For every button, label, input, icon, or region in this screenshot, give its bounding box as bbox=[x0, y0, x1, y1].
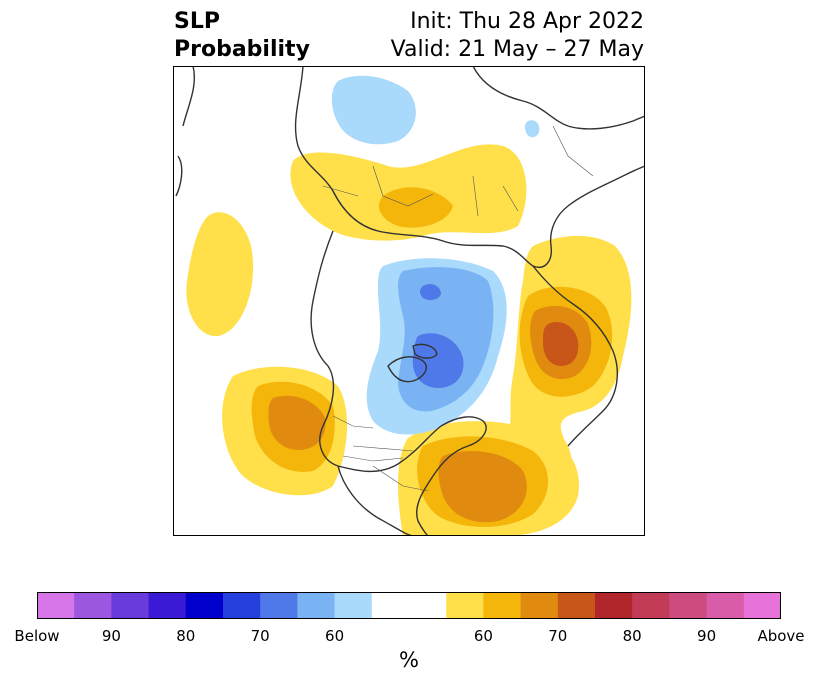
chart-title: SLP Probability bbox=[174, 8, 310, 64]
colorbar-tick-label: 60 bbox=[325, 627, 345, 645]
colorbar-tick-label: 70 bbox=[250, 627, 270, 645]
colorbar bbox=[37, 592, 781, 619]
title-line-2: Probability bbox=[174, 37, 310, 62]
above-normal-regions bbox=[186, 144, 632, 536]
colorbar-tick-label: 70 bbox=[548, 627, 568, 645]
colorbar-swatch bbox=[669, 592, 708, 619]
valid-range: Valid: 21 May – 27 May bbox=[390, 37, 644, 62]
map-frame bbox=[173, 66, 645, 536]
colorbar-swatch bbox=[743, 592, 781, 619]
above-80-atlantic bbox=[438, 451, 527, 523]
colorbar-tick-label: 90 bbox=[101, 627, 121, 645]
title-line-1: SLP bbox=[174, 9, 220, 34]
colorbar-swatch bbox=[483, 592, 522, 619]
above-80-east-pacific bbox=[268, 395, 326, 451]
colorbar-swatch bbox=[706, 592, 745, 619]
colorbar-swatch bbox=[371, 592, 410, 619]
date-info: Init: Thu 28 Apr 2022 Valid: 21 May – 27… bbox=[391, 8, 644, 64]
colorbar-swatch bbox=[557, 592, 596, 619]
colorbar-swatch bbox=[632, 592, 670, 619]
colorbar-swatch bbox=[334, 592, 373, 619]
above-70-eurasia bbox=[378, 187, 453, 228]
above-60-west-pacific bbox=[186, 212, 254, 337]
colorbar-swatch bbox=[185, 592, 224, 619]
colorbar-tick-label: Above bbox=[757, 627, 805, 645]
probability-map bbox=[173, 66, 645, 536]
coastlines bbox=[175, 66, 645, 536]
init-date: Init: Thu 28 Apr 2022 bbox=[410, 9, 644, 34]
colorbar-swatch bbox=[37, 592, 75, 619]
below-80-arctic bbox=[412, 333, 464, 388]
colorbar-swatch bbox=[297, 592, 336, 619]
colorbar-swatch bbox=[111, 592, 150, 619]
below-90-arctic bbox=[420, 283, 441, 301]
colorbar-tick-label: 80 bbox=[622, 627, 642, 645]
colorbar-tick-label: 60 bbox=[473, 627, 493, 645]
borders bbox=[322, 125, 594, 492]
below-60-siberia-small bbox=[524, 120, 540, 138]
colorbar-swatch bbox=[520, 592, 559, 619]
colorbar-frame bbox=[37, 592, 781, 619]
colorbar-swatch bbox=[409, 592, 447, 619]
colorbar-tick-label: Below bbox=[14, 627, 60, 645]
colorbar-swatch bbox=[223, 592, 261, 619]
colorbar-swatch bbox=[148, 592, 187, 619]
colorbar-label: % bbox=[399, 648, 419, 672]
colorbar-swatch bbox=[260, 592, 298, 619]
colorbar-swatch bbox=[446, 592, 484, 619]
below-60-north-europe bbox=[331, 75, 416, 145]
colorbar-swatch bbox=[595, 592, 633, 619]
colorbar-tick-label: 80 bbox=[176, 627, 196, 645]
colorbar-tick-label: 90 bbox=[697, 627, 717, 645]
colorbar-swatch bbox=[74, 592, 112, 619]
above-90-east-asia bbox=[543, 321, 579, 366]
